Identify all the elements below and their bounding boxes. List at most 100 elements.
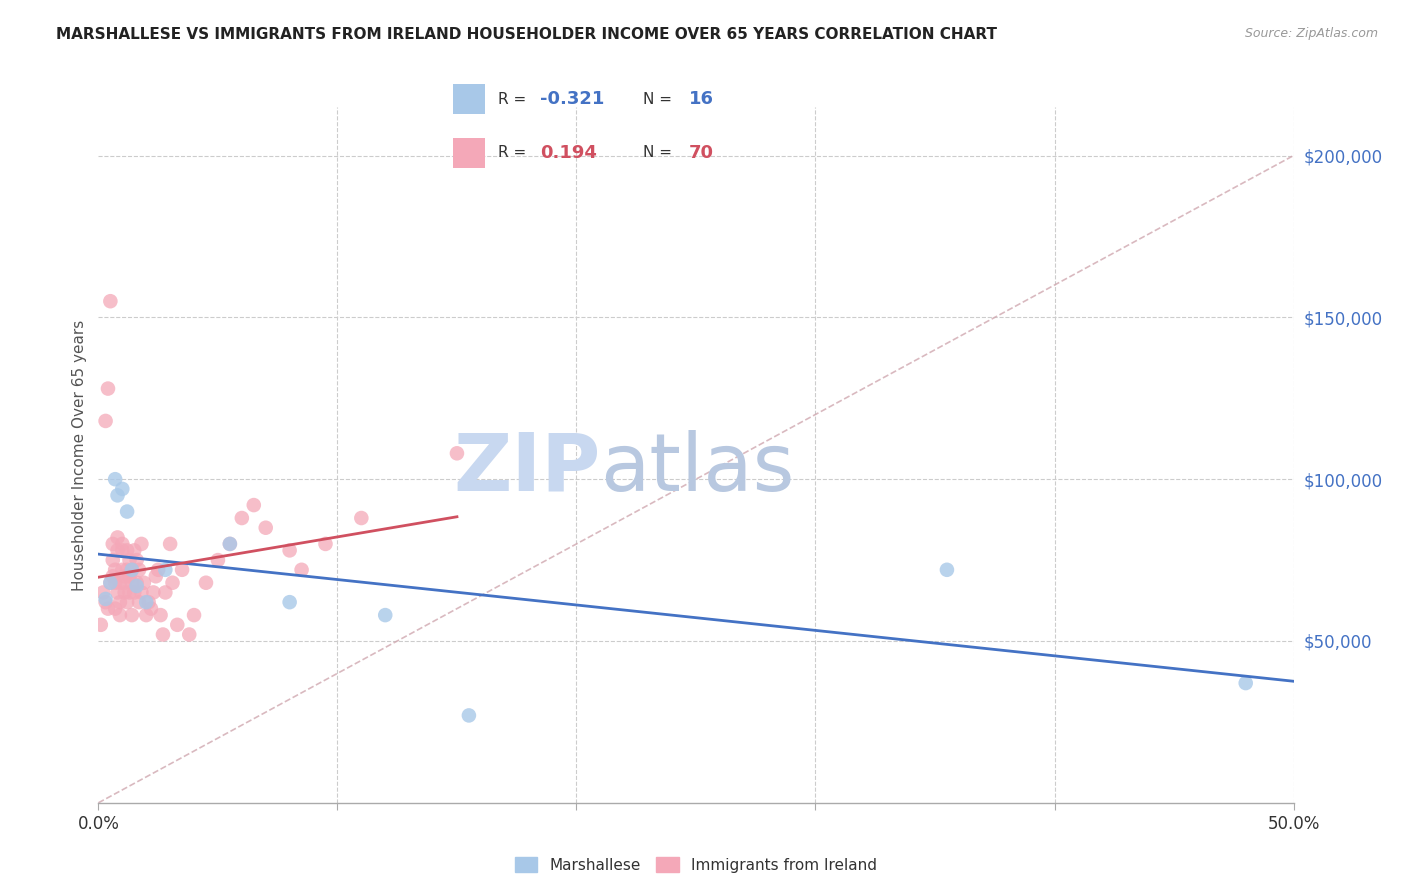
Point xyxy=(107,531,129,545)
Point xyxy=(108,595,131,609)
Point xyxy=(97,601,120,615)
Point xyxy=(132,575,155,590)
Point xyxy=(1234,676,1257,690)
Point xyxy=(350,511,373,525)
Point xyxy=(128,563,150,577)
Point xyxy=(148,563,170,577)
Point xyxy=(155,563,177,577)
Point xyxy=(145,569,167,583)
Point xyxy=(207,553,229,567)
Point xyxy=(183,608,205,623)
Point xyxy=(142,585,165,599)
Point xyxy=(162,575,184,590)
Text: 16: 16 xyxy=(689,90,714,108)
Point xyxy=(90,617,112,632)
Legend: Marshallese, Immigrants from Ireland: Marshallese, Immigrants from Ireland xyxy=(509,850,883,879)
Point xyxy=(131,585,153,599)
Text: Source: ZipAtlas.com: Source: ZipAtlas.com xyxy=(1244,27,1378,40)
Point xyxy=(94,591,117,606)
Point xyxy=(194,575,217,590)
Text: 0.194: 0.194 xyxy=(540,144,596,161)
Point xyxy=(254,521,277,535)
Text: MARSHALLESE VS IMMIGRANTS FROM IRELAND HOUSEHOLDER INCOME OVER 65 YEARS CORRELAT: MARSHALLESE VS IMMIGRANTS FROM IRELAND H… xyxy=(56,27,997,42)
Point xyxy=(107,488,129,502)
Point xyxy=(118,585,141,599)
Point xyxy=(166,617,188,632)
Point xyxy=(104,601,127,615)
Point xyxy=(149,608,172,623)
Point xyxy=(101,569,124,583)
Point xyxy=(101,537,124,551)
Point xyxy=(278,543,301,558)
Bar xyxy=(453,137,485,168)
Point xyxy=(114,585,136,599)
Text: ZIP: ZIP xyxy=(453,430,600,508)
Point xyxy=(114,569,136,583)
Point xyxy=(139,601,162,615)
Point xyxy=(125,579,148,593)
Point xyxy=(111,537,134,551)
Point xyxy=(155,585,177,599)
Point xyxy=(315,537,337,551)
Point xyxy=(135,595,157,609)
Point xyxy=(98,575,122,590)
Point xyxy=(290,563,312,577)
Point xyxy=(124,585,146,599)
Point xyxy=(231,511,253,525)
Point xyxy=(219,537,242,551)
Point xyxy=(104,472,127,486)
Point xyxy=(135,608,157,623)
Point xyxy=(131,537,153,551)
Point xyxy=(138,595,160,609)
Point xyxy=(115,595,138,609)
Y-axis label: Householder Income Over 65 years: Householder Income Over 65 years xyxy=(72,319,87,591)
Point xyxy=(124,543,146,558)
Point xyxy=(115,563,138,577)
Point xyxy=(111,482,134,496)
Point xyxy=(108,608,131,623)
Point xyxy=(278,595,301,609)
Point xyxy=(125,553,148,567)
Point xyxy=(374,608,396,623)
Point xyxy=(458,708,481,723)
Point xyxy=(121,563,143,577)
Point xyxy=(108,575,131,590)
Point xyxy=(111,543,134,558)
Point xyxy=(125,575,148,590)
Point xyxy=(94,595,117,609)
Point xyxy=(128,595,150,609)
Text: N =: N = xyxy=(644,92,678,107)
Point xyxy=(101,553,124,567)
Point xyxy=(118,553,141,567)
Point xyxy=(121,575,143,590)
Point xyxy=(179,627,201,641)
Text: 70: 70 xyxy=(689,144,714,161)
Text: -0.321: -0.321 xyxy=(540,90,605,108)
Point xyxy=(118,569,141,583)
Point xyxy=(107,543,129,558)
Point xyxy=(97,382,120,396)
Text: N =: N = xyxy=(644,145,678,161)
Point xyxy=(935,563,957,577)
Text: R =: R = xyxy=(498,145,531,161)
Point xyxy=(121,608,143,623)
Point xyxy=(114,575,136,590)
Text: R =: R = xyxy=(498,92,531,107)
Point xyxy=(121,563,143,577)
Point xyxy=(104,575,127,590)
Point xyxy=(243,498,266,512)
Point xyxy=(98,575,122,590)
Point xyxy=(115,504,138,518)
Point xyxy=(91,585,114,599)
Point xyxy=(159,537,181,551)
Point xyxy=(152,627,174,641)
Point xyxy=(98,294,122,309)
Point xyxy=(446,446,468,460)
Point xyxy=(94,414,117,428)
Bar xyxy=(453,84,485,114)
Point xyxy=(219,537,242,551)
Point xyxy=(107,585,129,599)
Text: atlas: atlas xyxy=(600,430,794,508)
Point xyxy=(111,563,134,577)
Point xyxy=(104,563,127,577)
